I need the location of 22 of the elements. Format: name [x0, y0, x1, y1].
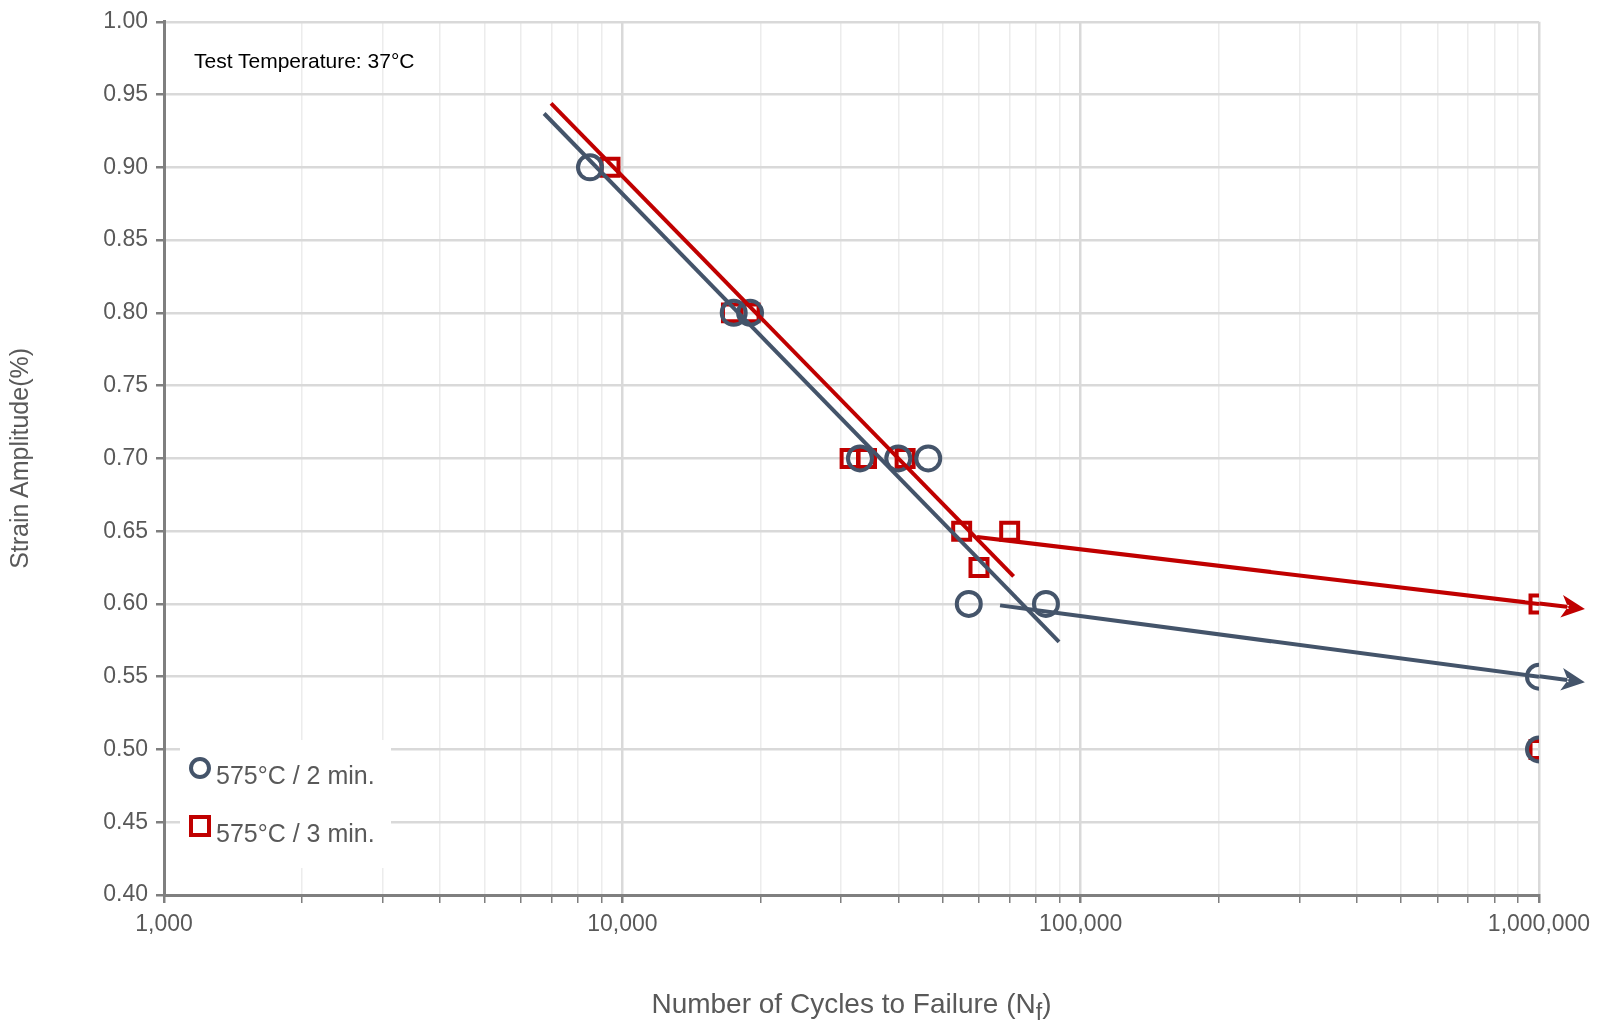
x-tick-label: 10,000 — [587, 910, 658, 937]
legend-label: 575°C / 2 min. — [216, 760, 375, 790]
x-axis-title: Number of Cycles to Failure (N$_{f}$) — [650, 988, 1053, 1026]
y-tick-label: 0.95 — [103, 79, 148, 106]
y-tick-label: 0.40 — [103, 880, 148, 907]
y-tick-label: 0.90 — [103, 152, 148, 179]
y-tick-label: 0.80 — [103, 298, 148, 325]
x-tick-label: 100,000 — [1039, 910, 1123, 937]
y-tick-label: 0.50 — [103, 734, 148, 761]
y-tick-label: 0.85 — [103, 225, 148, 252]
y-tick-label: 0.70 — [103, 443, 148, 470]
y-axis-title: Strain Amplitude(%) — [4, 347, 33, 569]
x-tick-label: 1,000 — [135, 910, 193, 937]
legend-label: 575°C / 3 min. — [216, 818, 375, 848]
y-tick-label: 0.75 — [103, 370, 148, 397]
y-tick-label: 1.00 — [103, 7, 148, 34]
y-tick-label: 0.60 — [103, 589, 148, 616]
x-tick-label: 1,000,000 — [1487, 910, 1591, 937]
y-tick-label: 0.55 — [103, 662, 148, 689]
y-tick-label: 0.45 — [103, 807, 148, 834]
y-tick-label: 0.65 — [103, 516, 148, 543]
annotation: Test Temperature: 37°C — [194, 48, 415, 72]
